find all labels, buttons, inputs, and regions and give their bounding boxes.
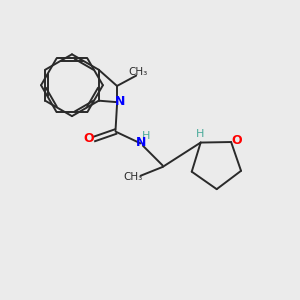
Text: N: N <box>115 95 126 108</box>
Text: O: O <box>231 134 242 147</box>
Text: H: H <box>196 129 204 139</box>
Text: O: O <box>84 133 94 146</box>
Text: H: H <box>141 131 150 141</box>
Text: CH₃: CH₃ <box>124 172 143 182</box>
Text: N: N <box>136 136 146 149</box>
Text: CH₃: CH₃ <box>129 67 148 77</box>
